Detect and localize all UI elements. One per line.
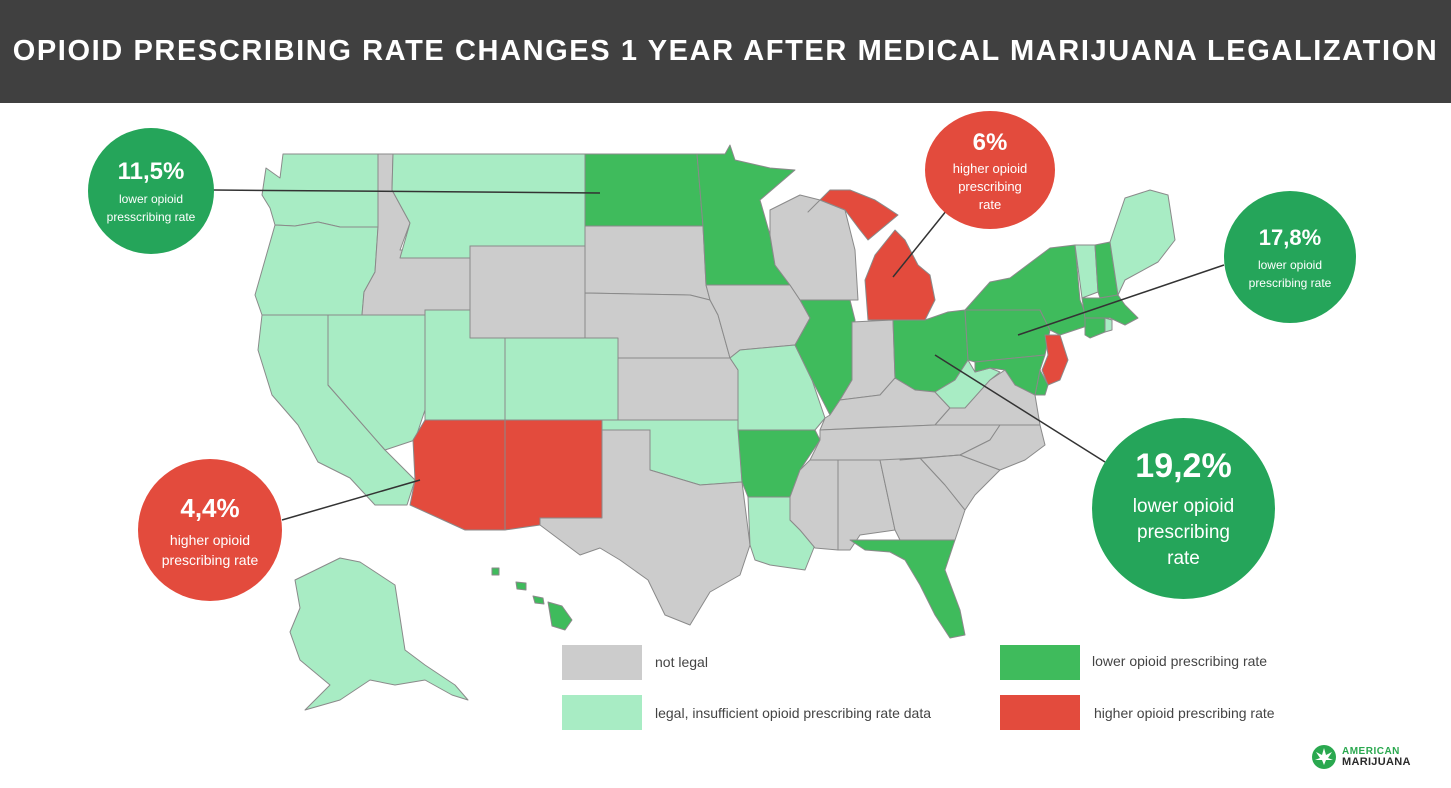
legend-swatch-lower	[1000, 645, 1080, 680]
leader-line-arizona	[281, 479, 421, 521]
callout-text-line: prescribing rate	[1248, 275, 1332, 290]
state-WI	[769, 194, 859, 301]
brand-logo-line1: AMERICAN	[1342, 746, 1400, 757]
state-RI	[1104, 317, 1113, 333]
callout-value: 6%	[972, 128, 1008, 156]
state-HI	[547, 601, 573, 631]
callout-arizona: 4,4% higher opioid prescribing rate	[138, 459, 282, 601]
state-AZ	[409, 419, 506, 531]
cannabis-leaf-icon	[1312, 745, 1336, 769]
callout-value: 4,4%	[180, 492, 240, 523]
leader-line-washington	[212, 189, 601, 194]
state-CO	[504, 337, 619, 421]
callout-text-line: higher opioid	[169, 531, 251, 548]
state-NJ	[1041, 334, 1069, 386]
callout-value: 19,2%	[1135, 447, 1232, 485]
callout-value: 11,5%	[117, 158, 185, 185]
state-NY	[964, 244, 1091, 336]
state-MT	[391, 153, 586, 259]
state-AK	[289, 557, 469, 711]
state-CT	[1084, 317, 1106, 339]
header-bar: OPIOID PRESCRIBING RATE CHANGES 1 YEAR A…	[0, 0, 1451, 103]
callout-text-line: prescribing	[1137, 522, 1230, 543]
callout-text-line: lower opioid	[1257, 257, 1323, 272]
state-NC	[899, 424, 1046, 471]
state-FL	[849, 539, 966, 639]
state-SD	[584, 225, 711, 301]
state-PA	[964, 309, 1051, 363]
callout-ohio: 19,2% lower opioid prescribing rate	[1092, 418, 1275, 599]
callout-northeast: 17,8% lower opioid prescribing rate	[1224, 191, 1356, 323]
legend-swatch-higher	[1000, 695, 1080, 730]
callout-leader-lines	[212, 189, 1225, 521]
callout-text-line: rate	[978, 196, 1002, 212]
state-KS	[617, 357, 739, 421]
state-MI-lp	[864, 229, 936, 321]
state-HI-maui	[532, 595, 545, 605]
leader-line-ohio	[934, 354, 1106, 463]
state-HI-group	[491, 567, 573, 631]
state-HI-oahu	[515, 581, 527, 591]
callout-text-line: higher opioid	[952, 160, 1028, 176]
callout-washington: 11,5% lower opioid presscribing rate	[88, 128, 214, 254]
state-NM	[504, 419, 603, 531]
leader-line-northeast	[1017, 264, 1225, 336]
state-WY	[469, 245, 586, 339]
legend-label-not-legal: not legal	[655, 654, 708, 670]
callout-text-line: rate	[1167, 548, 1200, 569]
state-TX	[539, 429, 751, 626]
callout-text-line: lower opioid	[1132, 496, 1235, 517]
state-WV	[934, 359, 1001, 409]
page-title: OPIOID PRESCRIBING RATE CHANGES 1 YEAR A…	[12, 35, 1439, 67]
brand-logo-text: AMERICAN MARIJUANA	[1342, 746, 1411, 768]
state-ND	[584, 153, 704, 227]
brand-logo: AMERICAN MARIJUANA	[1311, 744, 1411, 770]
state-ME	[1109, 189, 1176, 296]
callout-michigan: 6% higher opioid prescribing rate	[925, 111, 1055, 229]
legend-label-higher: higher opioid prescribing rate	[1094, 705, 1275, 721]
legend-swatch-legal-insufficient	[562, 695, 642, 730]
state-MI	[807, 189, 899, 241]
state-MD	[974, 354, 1046, 396]
legend-label-lower: lower opioid prescribing rate	[1092, 653, 1268, 669]
state-OR	[254, 221, 379, 316]
legend-swatch-not-legal	[562, 645, 642, 680]
callout-text-line: prescribing	[958, 178, 1022, 194]
callout-text-line: lower opioid	[118, 192, 184, 206]
callout-text-line: presscribing rate	[106, 210, 196, 224]
callout-text-line: prescribing rate	[161, 551, 259, 568]
callout-value: 17,8%	[1258, 224, 1322, 250]
state-HI-kauai	[491, 567, 500, 576]
legend-label-legal-insufficient: legal, insufficient opioid prescribing r…	[655, 705, 932, 721]
brand-logo-line2: MARIJUANA	[1342, 756, 1411, 768]
